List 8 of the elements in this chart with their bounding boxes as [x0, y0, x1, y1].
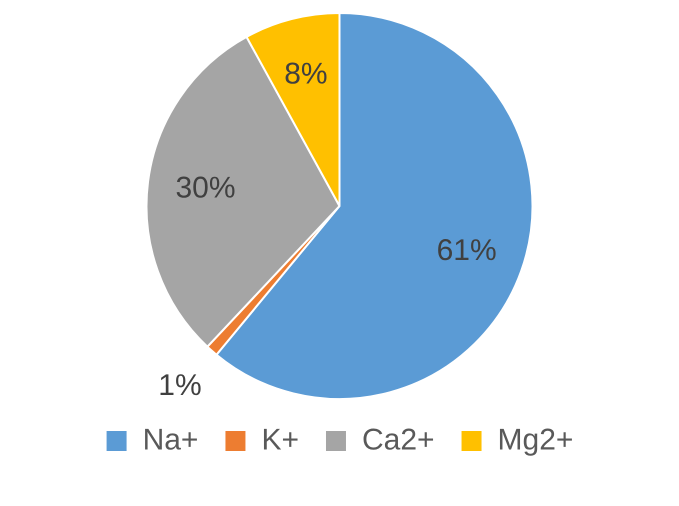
data-label: 61%	[436, 234, 497, 268]
legend-label: K+	[261, 423, 299, 456]
legend-label: Ca2+	[362, 423, 435, 456]
data-label: 1%	[158, 369, 202, 402]
data-label: 8%	[284, 57, 328, 90]
legend-label: Mg2+	[498, 423, 574, 456]
data-label: 30%	[175, 171, 236, 204]
legend-label: Na+	[142, 423, 198, 456]
